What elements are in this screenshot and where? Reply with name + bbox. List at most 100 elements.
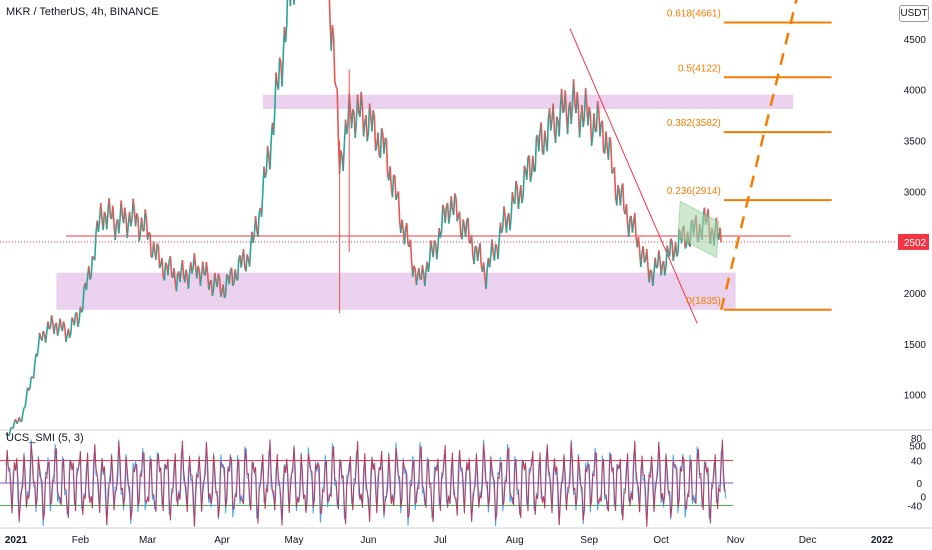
price-segment [538,132,541,152]
price-segment [668,238,672,257]
price-segment [529,174,533,183]
price-segment [452,193,456,216]
price-segment [193,253,197,268]
price-segment [421,265,425,274]
price-segment [28,387,31,391]
price-segment [649,269,653,273]
price-segment [161,258,164,277]
price-segment [522,165,526,196]
price-segment [281,57,284,87]
price-segment [199,274,203,286]
price-segment [540,122,544,153]
price-segment [436,245,439,260]
price-segment [284,24,288,43]
price-segment [415,276,419,286]
price-segment [526,157,529,180]
price-segment [397,191,401,221]
price-segment [202,261,205,275]
time-tick-label: Aug [506,535,524,546]
price-segment [558,107,562,137]
price-segment [91,255,95,259]
price-segment [617,185,620,191]
price-segment [334,81,337,87]
price-segment [226,273,229,277]
price-tick-label: 4000 [904,86,927,97]
price-segment [260,191,264,217]
price-segment [197,265,200,271]
price-segment [578,118,582,138]
price-segment [36,346,40,357]
price-segment [246,254,250,260]
price-segment [158,264,162,269]
price-segment [409,239,413,261]
price-segment [157,246,161,269]
price-segment [631,222,635,233]
price-segment [356,94,360,113]
price-segment [59,318,62,327]
price-segment [106,210,109,230]
price-segment [289,0,292,7]
price-segment [608,136,612,143]
currency-button[interactable]: USDT [899,5,929,22]
price-segment [16,421,19,425]
price-segment [275,72,278,85]
price-segment [196,265,199,279]
price-segment [211,289,215,297]
price-segment [346,122,349,135]
price-segment [474,245,477,248]
price-segment [550,119,553,131]
price-segment [12,421,16,429]
price-segment [224,274,228,295]
time-tick-label: Sep [580,535,598,546]
smi-signal-line [5,439,727,527]
price-segment [444,206,448,224]
price-segment [413,265,416,270]
price-segment [126,223,130,239]
price-segment [482,262,486,276]
price-segment [601,120,605,153]
price-segment [511,191,515,202]
price-tick-label: 3000 [904,187,927,198]
price-segment [103,211,107,217]
symbol-title: MKR / TetherUS, 4h, BINANCE [6,6,159,18]
price-segment [230,267,234,286]
price-segment [132,198,136,212]
price-segment [144,209,148,219]
oscillator-tick-label: -40 [908,502,923,513]
price-segment [458,211,462,236]
price-segment [102,211,106,231]
price-segment [68,333,72,339]
price-segment [684,245,688,249]
price-segment [500,227,504,234]
time-tick-label: Jun [360,535,376,546]
price-segment [254,215,258,231]
price-segment [430,240,433,250]
price-segment [342,142,346,171]
price-segment [146,232,150,240]
price-segment [360,91,364,107]
price-segment [336,89,340,140]
price-segment [335,86,338,90]
price-segment [660,264,664,276]
price-segment [584,88,588,106]
price-segment [42,330,46,334]
price-segment [610,141,613,174]
price-segment [532,155,535,172]
price-segment [372,109,376,117]
indicator-label: UCS_SMI (5, 3) [6,432,84,444]
price-segment [89,276,92,280]
price-segment [269,139,272,170]
price-segment [368,103,372,118]
price-segment [248,245,252,267]
price-segment [439,231,443,238]
price-segment [383,137,386,154]
time-tick-label: Feb [72,535,90,546]
price-segment [590,134,594,146]
fib-level-label: 0.382(3582) [667,118,721,129]
price-segment [222,284,226,299]
price-segment [523,165,527,171]
price-segment [570,104,574,125]
price-segment [97,219,101,233]
price-segment [509,216,512,231]
